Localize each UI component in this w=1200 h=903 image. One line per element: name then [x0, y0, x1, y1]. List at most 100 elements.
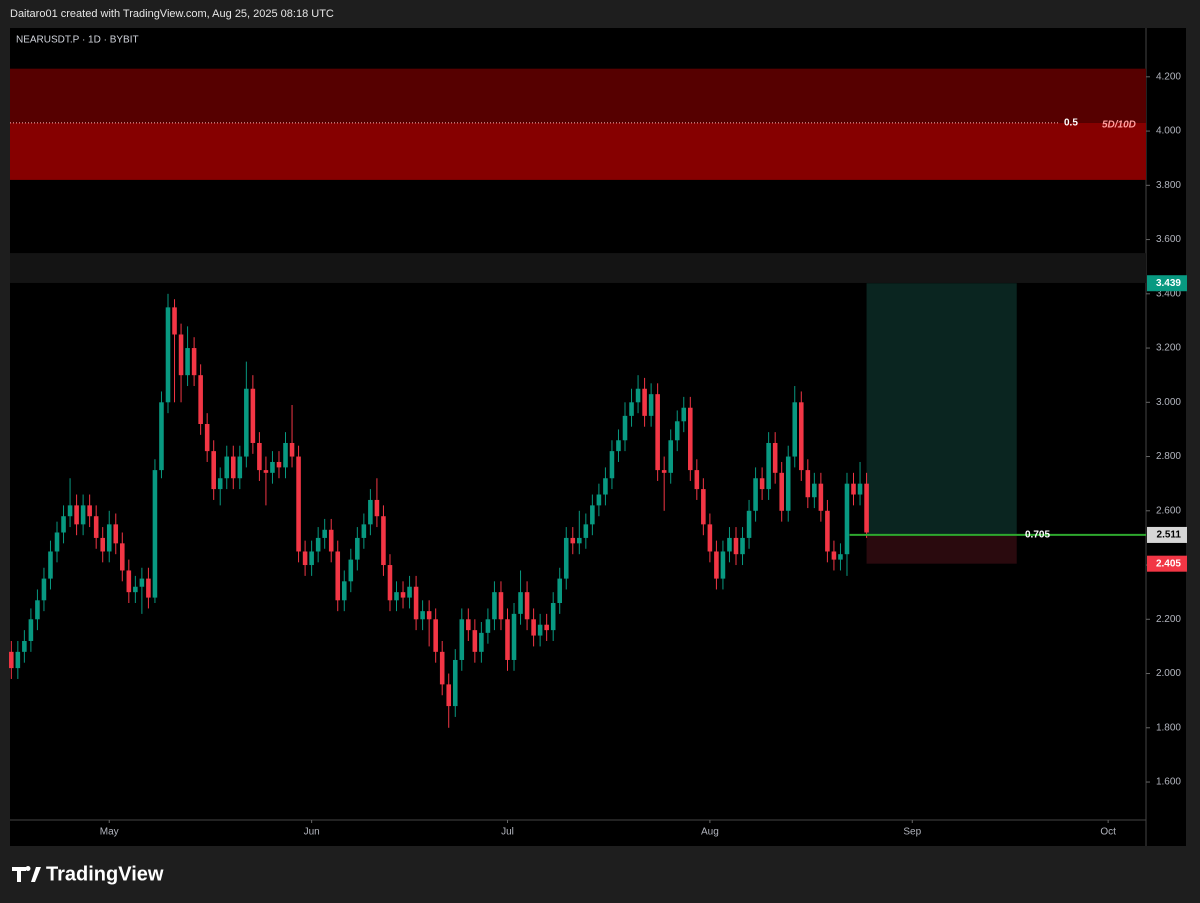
candle-body	[818, 483, 824, 511]
y-tick-label: 3.400	[1156, 288, 1181, 299]
price-badge	[1147, 526, 1187, 543]
y-tick-label: 1.800	[1156, 722, 1181, 733]
candle-body	[120, 543, 125, 571]
candle-body	[563, 537, 569, 579]
candle-body	[466, 619, 471, 631]
candle-body	[596, 494, 602, 506]
candle-body	[537, 624, 543, 636]
candle-body	[531, 619, 536, 636]
price-badge-label: 3.439	[1156, 278, 1181, 289]
candle-body	[544, 624, 549, 631]
candle-body	[798, 402, 804, 471]
candle-body	[387, 565, 393, 601]
candle-body	[492, 592, 497, 620]
candle-body	[276, 461, 282, 468]
candle-body	[204, 424, 210, 452]
candle-body	[400, 592, 406, 598]
candle-body	[727, 537, 732, 552]
candle-body	[211, 451, 216, 490]
candle-body	[93, 516, 99, 538]
candle-body	[844, 483, 850, 555]
ratio-label: 0.705	[1025, 530, 1050, 541]
candle-body	[590, 505, 595, 525]
candle-body	[851, 483, 856, 495]
price-badge	[1147, 275, 1187, 292]
candle-body	[224, 456, 230, 479]
band	[10, 253, 1146, 283]
candle-body	[635, 388, 641, 403]
candle-body	[159, 402, 164, 471]
candle-body	[270, 461, 275, 473]
candle-body	[348, 559, 354, 582]
candle-body	[283, 442, 288, 468]
y-tick-label: 3.000	[1156, 397, 1181, 408]
candle-body	[511, 613, 517, 660]
candle-body	[315, 537, 321, 552]
candle-body	[133, 586, 138, 593]
candle-body	[498, 592, 504, 620]
y-tick-label: 4.000	[1156, 126, 1181, 137]
candle-body	[433, 619, 438, 652]
candle-body	[172, 307, 177, 335]
candle-body	[661, 470, 667, 473]
logo: TradingView	[12, 863, 164, 885]
candle-body	[198, 375, 203, 424]
candle-body	[126, 570, 132, 593]
y-tick-label: 4.200	[1156, 71, 1181, 82]
brand: TradingView	[46, 863, 164, 885]
candle-body	[74, 505, 79, 525]
candle-body	[746, 510, 752, 538]
candle-body	[165, 307, 171, 403]
y-tick-label: 1.600	[1156, 777, 1181, 788]
candle-body	[374, 499, 380, 517]
candle-body	[87, 505, 92, 517]
y-tick-label: 3.600	[1156, 234, 1181, 245]
position-target	[866, 283, 1017, 535]
candle-body	[185, 348, 190, 376]
candle-body	[381, 516, 386, 566]
candle-body	[413, 586, 419, 620]
y-tick-label: 3.200	[1156, 343, 1181, 354]
candle-body	[35, 600, 40, 620]
zone-lower	[10, 122, 1146, 180]
candle-body	[244, 388, 249, 457]
candle-body	[48, 551, 53, 579]
candle-body	[714, 551, 719, 579]
candle-body	[113, 524, 119, 544]
candle-body	[857, 483, 863, 495]
price-badge	[1147, 555, 1187, 572]
candle-body	[146, 578, 151, 598]
candle-body	[15, 651, 21, 669]
price-badge-label: 2.405	[1156, 558, 1181, 569]
plot: 0.5 5D/10D 0.705	[9, 68, 1146, 728]
candle-body	[648, 394, 654, 416]
candle-body	[629, 402, 634, 416]
header-text: Daitaro01 created with TradingView.com, …	[10, 8, 334, 20]
candle-body	[355, 537, 360, 560]
candle-body	[139, 578, 145, 587]
candle-body	[341, 581, 347, 601]
candle-body	[250, 388, 256, 443]
candle-body	[420, 611, 425, 620]
candle-body	[570, 537, 576, 544]
candle-body	[361, 524, 367, 538]
candle-body	[825, 510, 830, 552]
position-stop	[866, 534, 1017, 564]
candle-body	[407, 586, 412, 598]
candle-body	[766, 442, 771, 490]
candle-body	[772, 442, 778, 473]
x-tick-label: May	[100, 827, 119, 838]
candle-body	[257, 442, 262, 471]
candle-body	[524, 592, 530, 620]
candle-body	[479, 632, 484, 652]
candle-body	[838, 554, 843, 560]
candle-body	[616, 440, 621, 452]
candle-body	[505, 619, 510, 660]
x-tick-label: Jul	[501, 827, 514, 838]
candle-body	[577, 537, 582, 544]
candle-body	[609, 451, 615, 479]
candle-body	[80, 505, 86, 525]
candle-body	[322, 529, 327, 538]
candle-body	[289, 442, 295, 457]
